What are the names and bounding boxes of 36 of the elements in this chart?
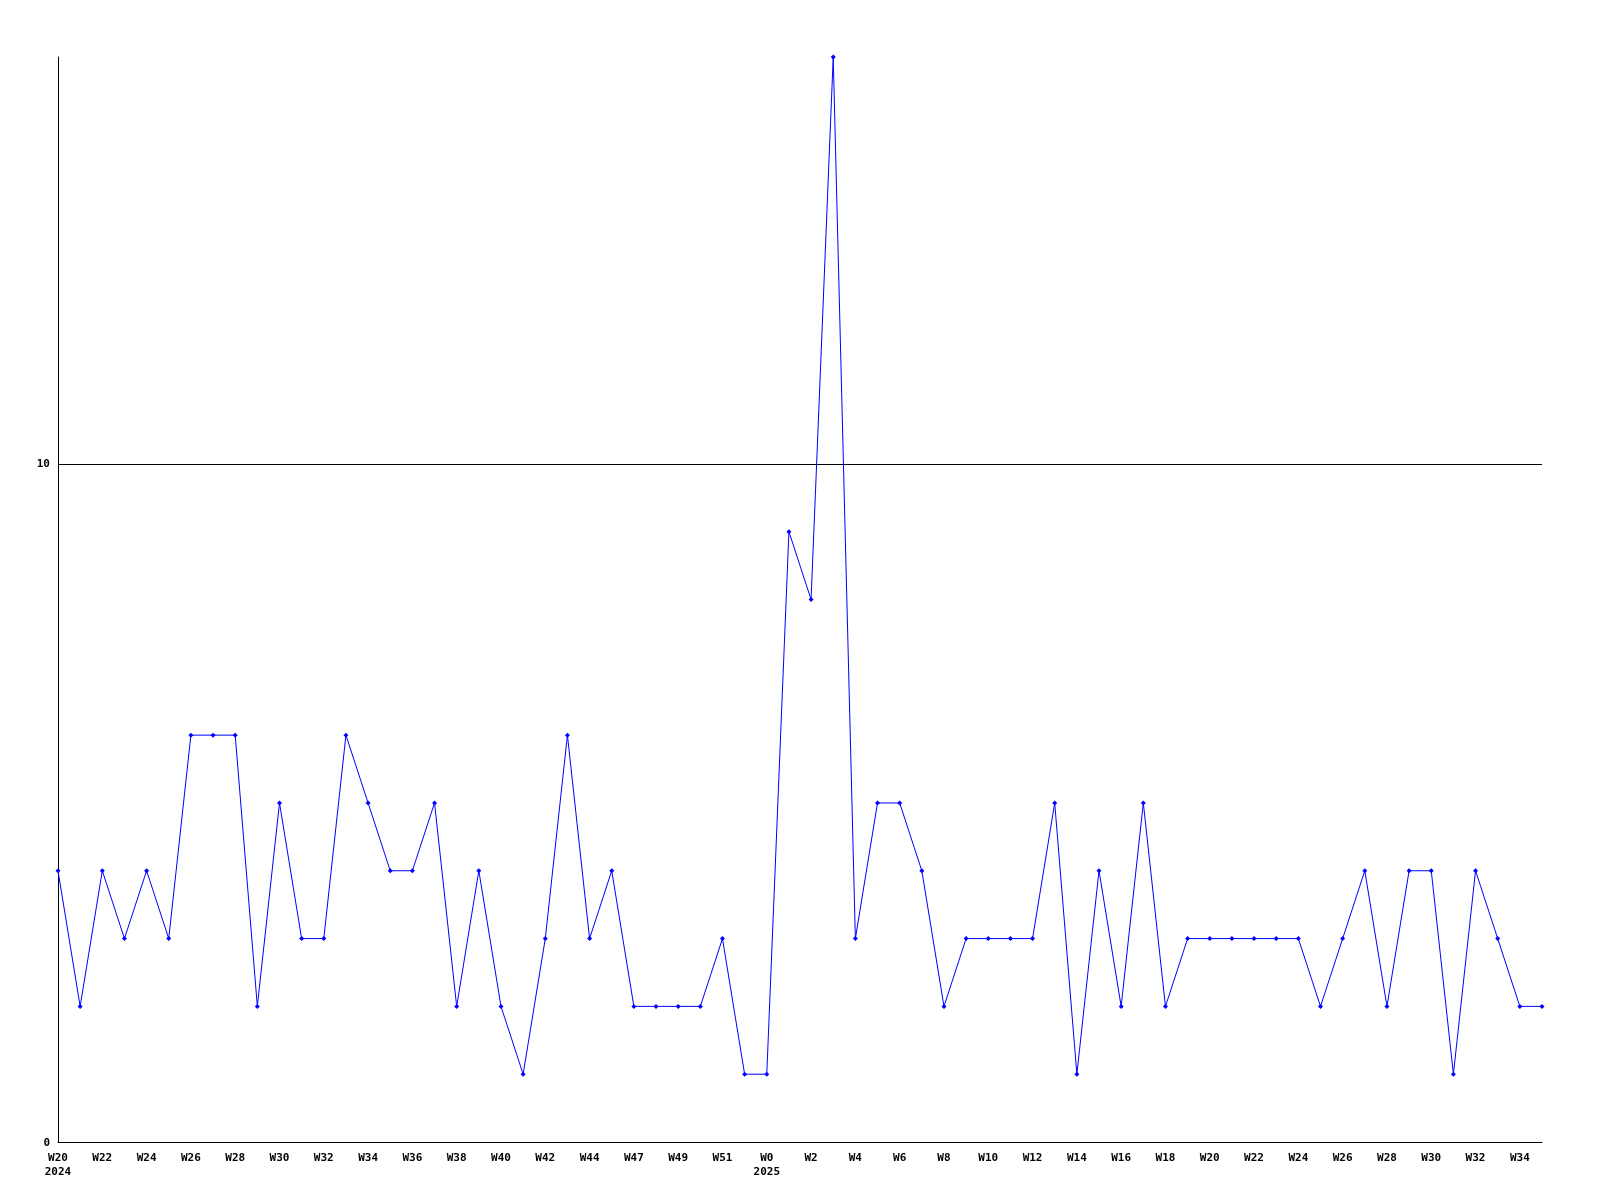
x-tick-label: W28 (225, 1150, 246, 1164)
x-tick-label: W14 (1066, 1150, 1088, 1164)
x-tick-label: W24 (136, 1150, 157, 1164)
x-tick-label: W0 2025 (753, 1150, 781, 1178)
x-tick-label: W40 (491, 1150, 511, 1164)
x-tick-label: W2 (804, 1150, 818, 1164)
x-tick-label: W24 (1288, 1150, 1309, 1164)
y-tick-label: 10 (36, 457, 50, 471)
y-tick-label: 0 (43, 1135, 50, 1149)
x-tick-label: W20 2024 (44, 1150, 72, 1178)
x-tick-label: W34 (358, 1150, 379, 1164)
x-tick-label: W36 (402, 1150, 423, 1164)
x-tick-label: W32 (1465, 1150, 1486, 1164)
x-tick-label: W47 (623, 1150, 644, 1164)
x-tick-label: W26 (180, 1150, 202, 1164)
x-tick-label: W10 (978, 1150, 999, 1164)
x-tick-label: W22 (1244, 1150, 1264, 1164)
x-tick-label: W49 (668, 1150, 689, 1164)
x-tick-label: W6 (893, 1150, 907, 1164)
x-tick-label: W38 (446, 1150, 467, 1164)
x-tick-label: W44 (579, 1150, 600, 1164)
x-tick-label: W32 (313, 1150, 334, 1164)
x-tick-label: W8 (937, 1150, 951, 1164)
x-tick-label: W16 (1111, 1150, 1132, 1164)
x-tick-label: W4 (848, 1150, 863, 1164)
x-tick-label: W12 (1022, 1150, 1043, 1164)
x-tick-label: W22 (92, 1150, 113, 1164)
x-tick-label: W28 (1377, 1150, 1397, 1164)
x-tick-label: W20 (1199, 1150, 1220, 1164)
x-tick-label: W26 (1332, 1150, 1353, 1164)
x-tick-label: W34 (1509, 1150, 1531, 1164)
x-tick-label: W30 (269, 1150, 290, 1164)
x-tick-label: W42 (535, 1150, 556, 1164)
x-tick-label: W51 (712, 1150, 733, 1164)
x-tick-label: W18 (1155, 1150, 1176, 1164)
x-tick-label: W30 (1421, 1150, 1442, 1164)
